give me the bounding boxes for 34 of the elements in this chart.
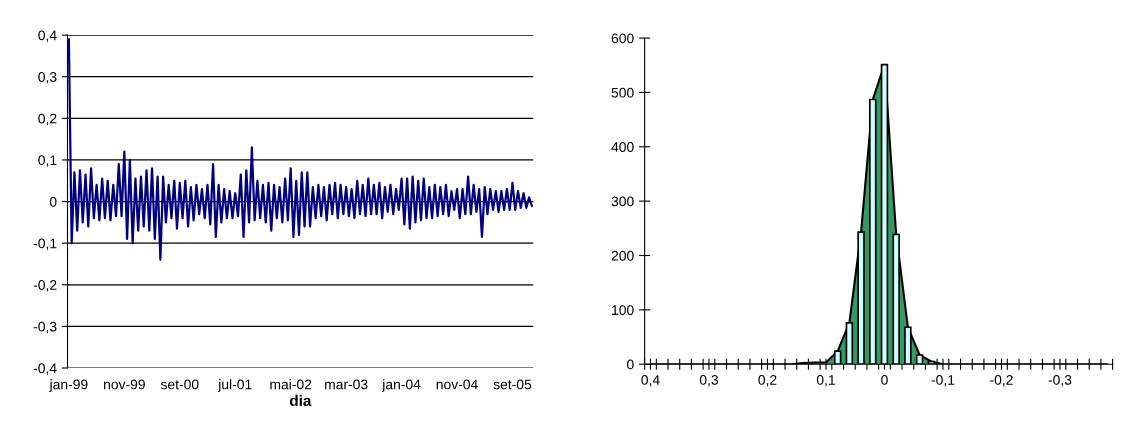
- y-tick-label: 0,4: [38, 30, 57, 42]
- y-tick-label: 500: [611, 87, 634, 98]
- x-tick-label: mai-02: [270, 379, 312, 390]
- x-tick-label: -0,3: [1048, 374, 1072, 387]
- x-tick-label: -0,2: [990, 374, 1013, 387]
- y-tick-label: 600: [611, 33, 634, 44]
- y-tick-label: 200: [611, 250, 634, 261]
- y-tick-label: -0,3: [33, 321, 57, 334]
- y-tick-label: 0,2: [38, 113, 57, 126]
- y-tick-label: 0,1: [38, 155, 57, 167]
- y-tick-label: 400: [611, 142, 634, 152]
- x-tick-label: 0: [881, 374, 888, 385]
- y-tick-label: 300: [611, 196, 634, 207]
- y-tick-label: 100: [612, 305, 634, 316]
- x-tick-label: set-00: [160, 379, 199, 390]
- x-tick-label: -0,1: [931, 374, 955, 387]
- x-axis-title: dia: [289, 394, 312, 407]
- x-tick-label: 0,4: [641, 374, 660, 387]
- y-tick-label: 0,3: [38, 72, 57, 84]
- x-tick-label: 0,1: [816, 374, 835, 387]
- x-tick-label: mar-03: [325, 379, 368, 390]
- x-tick-label: 0,2: [758, 374, 777, 387]
- x-tick-label: nov-99: [104, 379, 145, 390]
- x-tick-label: jan-99: [49, 379, 88, 393]
- x-tick-label: jul-01: [217, 379, 252, 393]
- x-tick-label: jan-04: [381, 379, 421, 393]
- x-tick-label: set-05: [493, 379, 532, 390]
- y-tick-label: 0: [49, 196, 57, 207]
- y-tick-label: 0: [627, 359, 634, 370]
- y-tick-label: -0,2: [33, 280, 57, 292]
- y-tick-label: -0,4: [33, 363, 57, 375]
- x-tick-label: 0,3: [699, 374, 719, 387]
- x-tick-label: nov-04: [436, 379, 478, 390]
- y-tick-label: -0,1: [33, 238, 57, 250]
